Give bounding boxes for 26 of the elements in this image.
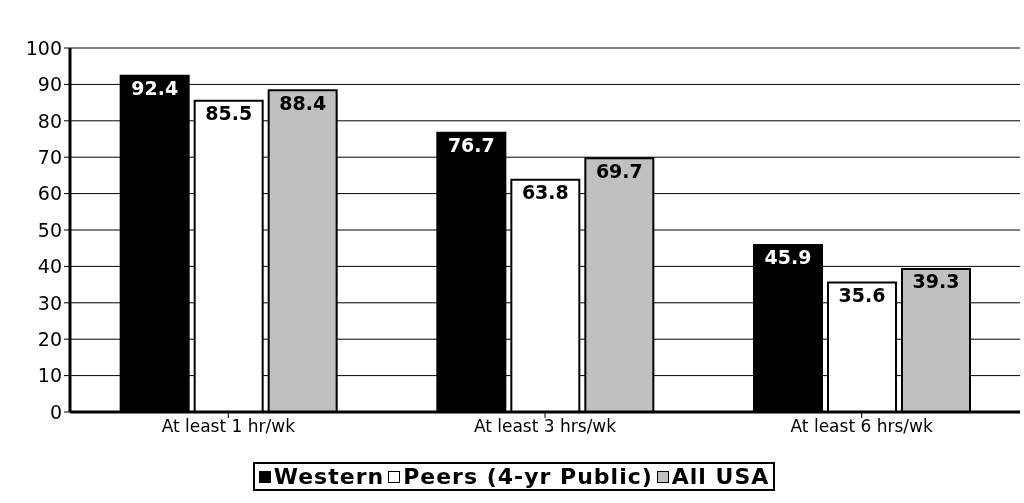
data-label: 88.4	[279, 91, 327, 114]
y-tick-label: 30	[37, 291, 62, 314]
y-tick-label: 80	[37, 109, 62, 132]
y-tick-label: 40	[37, 255, 62, 278]
x-tick-label: At least 1 hr/wk	[161, 416, 296, 437]
data-label: 85.5	[205, 102, 253, 125]
x-tick-label: At least 3 hrs/wk	[473, 416, 617, 437]
x-tick-label: At least 6 hrs/wk	[790, 416, 933, 437]
data-label: 76.7	[447, 134, 495, 157]
legend-label: Western	[272, 464, 385, 489]
y-tick-label: 60	[37, 182, 62, 205]
legend-label: Peers (4-yr Public)	[402, 464, 653, 489]
y-tick-label: 70	[37, 145, 62, 168]
data-label: 63.8	[521, 181, 569, 204]
y-tick-label: 100	[25, 36, 62, 59]
data-label: 35.6	[838, 283, 886, 306]
data-label: 39.3	[912, 270, 960, 293]
y-tick-label: 90	[37, 73, 62, 96]
data-label: 45.9	[764, 246, 812, 269]
y-tick-label: 10	[37, 364, 62, 387]
y-tick-label: 50	[37, 218, 62, 241]
y-tick-label: 20	[37, 327, 62, 350]
data-label: 69.7	[595, 159, 643, 182]
y-tick-label: 0	[49, 400, 62, 423]
data-label: 92.4	[131, 77, 179, 100]
legend-label: All USA	[670, 464, 770, 489]
